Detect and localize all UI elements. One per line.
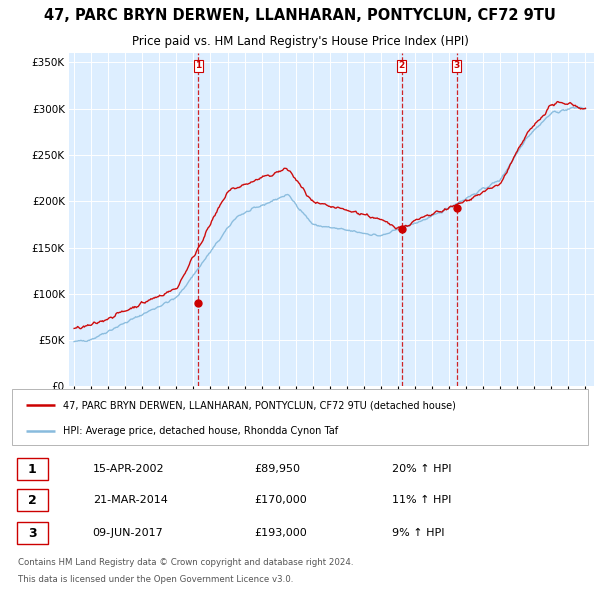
FancyBboxPatch shape — [17, 522, 48, 545]
Text: 9% ↑ HPI: 9% ↑ HPI — [392, 528, 445, 538]
Text: 15-APR-2002: 15-APR-2002 — [92, 464, 164, 474]
Text: 47, PARC BRYN DERWEN, LLANHARAN, PONTYCLUN, CF72 9TU: 47, PARC BRYN DERWEN, LLANHARAN, PONTYCL… — [44, 8, 556, 22]
FancyBboxPatch shape — [12, 389, 588, 445]
FancyBboxPatch shape — [17, 458, 48, 480]
Text: 47, PARC BRYN DERWEN, LLANHARAN, PONTYCLUN, CF72 9TU (detached house): 47, PARC BRYN DERWEN, LLANHARAN, PONTYCL… — [62, 400, 455, 410]
Text: 3: 3 — [454, 61, 460, 70]
Text: Contains HM Land Registry data © Crown copyright and database right 2024.: Contains HM Land Registry data © Crown c… — [18, 558, 353, 567]
Text: 20% ↑ HPI: 20% ↑ HPI — [392, 464, 452, 474]
FancyBboxPatch shape — [17, 489, 48, 512]
Text: 11% ↑ HPI: 11% ↑ HPI — [392, 495, 452, 505]
Text: 09-JUN-2017: 09-JUN-2017 — [92, 528, 163, 538]
Text: 21-MAR-2014: 21-MAR-2014 — [92, 495, 167, 505]
Text: £89,950: £89,950 — [254, 464, 300, 474]
Text: £193,000: £193,000 — [254, 528, 307, 538]
Text: This data is licensed under the Open Government Licence v3.0.: This data is licensed under the Open Gov… — [18, 575, 293, 584]
Text: 2: 2 — [28, 493, 37, 507]
Text: 1: 1 — [195, 61, 202, 70]
Text: 3: 3 — [28, 526, 37, 540]
Text: Price paid vs. HM Land Registry's House Price Index (HPI): Price paid vs. HM Land Registry's House … — [131, 35, 469, 48]
Text: £170,000: £170,000 — [254, 495, 307, 505]
Text: 1: 1 — [28, 463, 37, 476]
Text: HPI: Average price, detached house, Rhondda Cynon Taf: HPI: Average price, detached house, Rhon… — [62, 427, 338, 437]
Text: 2: 2 — [398, 61, 405, 70]
